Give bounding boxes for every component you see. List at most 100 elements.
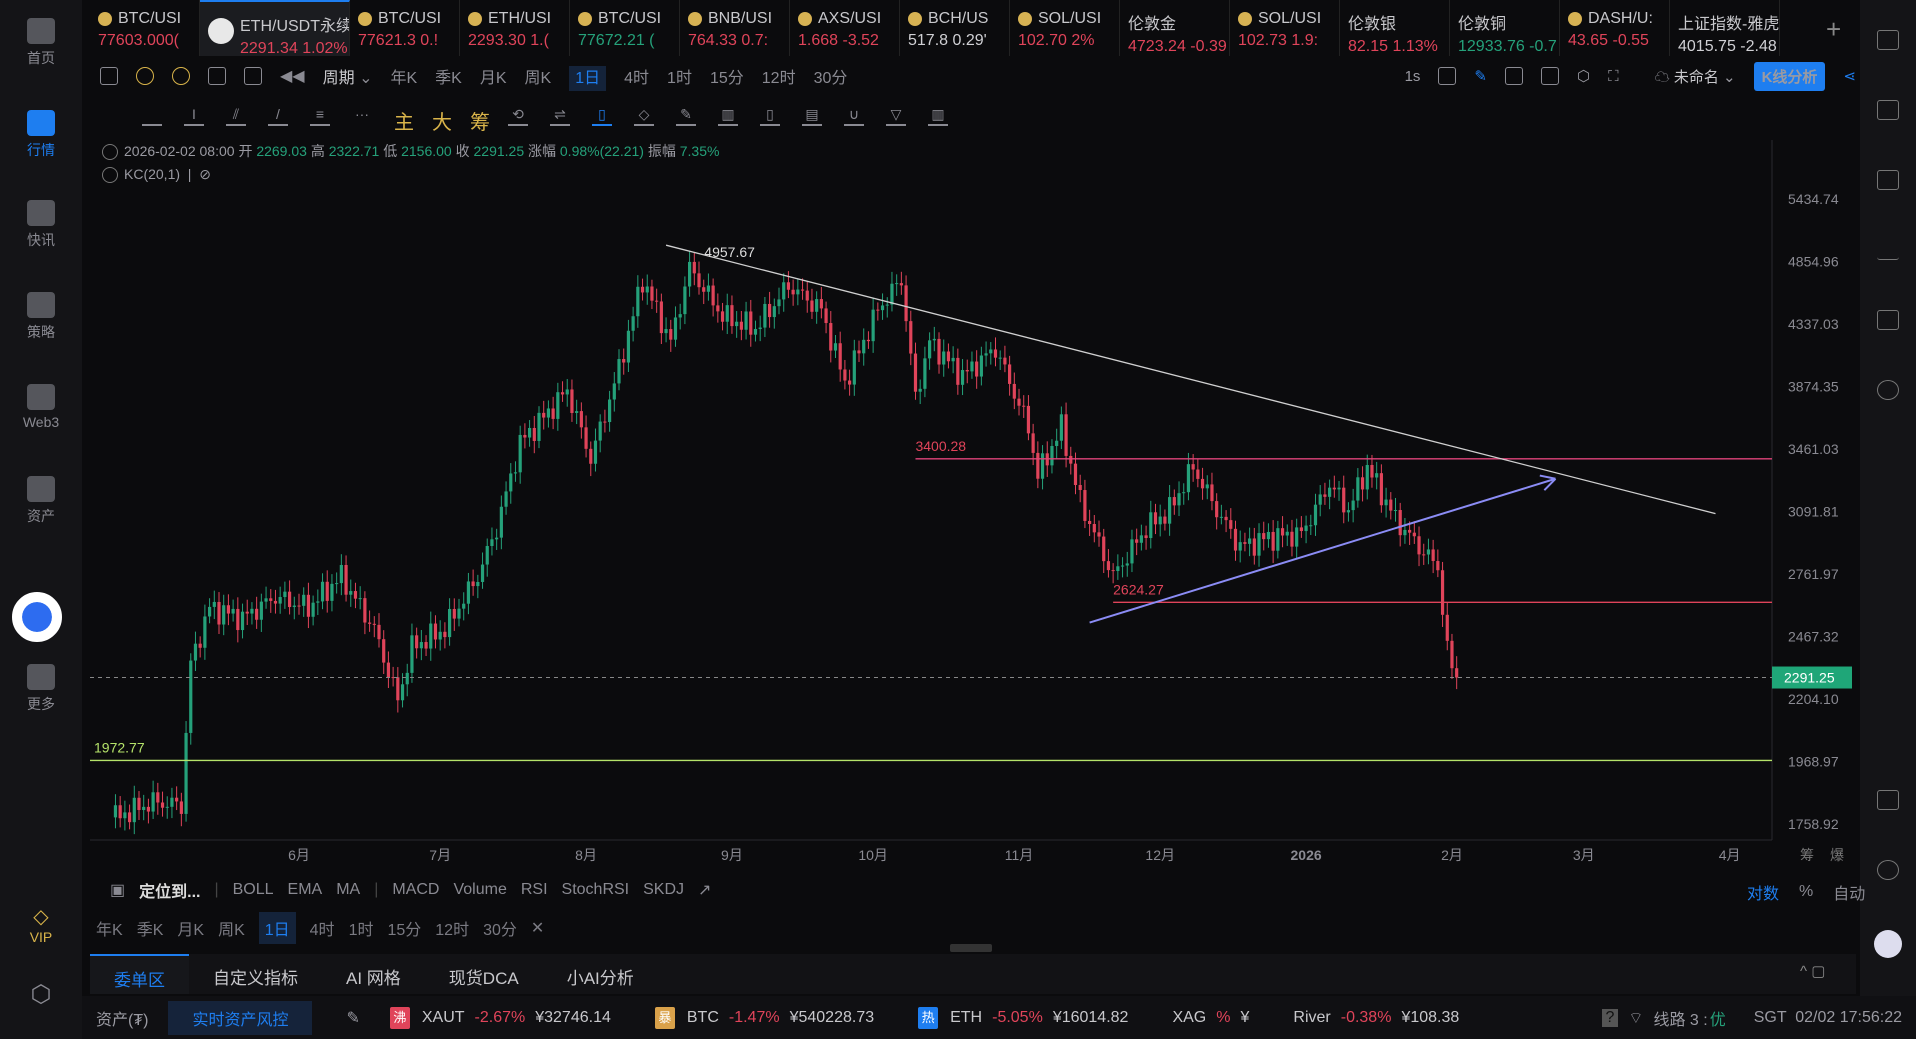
replace-icon[interactable]: ⟲ bbox=[508, 106, 528, 126]
note-icon[interactable]: ▤ bbox=[802, 106, 822, 126]
period-30分[interactable]: 30分 bbox=[483, 922, 517, 939]
panel-layout-icon[interactable] bbox=[1877, 790, 1899, 810]
document-icon[interactable] bbox=[1877, 100, 1899, 120]
trend-line[interactable] bbox=[665, 244, 1716, 515]
pen-icon[interactable]: ✎ bbox=[1474, 68, 1487, 85]
fullscreen-icon[interactable]: ⛶ bbox=[1608, 67, 1619, 85]
floating-assistant-icon[interactable] bbox=[12, 592, 62, 642]
sidebar-item-4[interactable]: Web3 bbox=[0, 384, 82, 430]
period-季K[interactable]: 季K bbox=[435, 70, 462, 87]
ticker-tab[interactable]: 伦敦银 82.15 1.13% bbox=[1340, 0, 1450, 56]
trend-line[interactable] bbox=[1089, 477, 1556, 624]
layout-name-dropdown[interactable]: ☁ 未命名 ⌄ bbox=[1654, 68, 1736, 86]
ticker-tab[interactable]: BTC/USI 77603.000( bbox=[90, 0, 200, 56]
period-1日[interactable]: 1日 bbox=[258, 912, 296, 944]
kline-analysis-button[interactable]: K线分析 bbox=[1753, 61, 1826, 91]
bottom-tab[interactable]: AI 网格 bbox=[346, 969, 401, 988]
bookmark-icon[interactable]: ▯ bbox=[592, 106, 612, 126]
chip-distribution-button[interactable]: 筹 bbox=[470, 112, 490, 134]
status-asset-item[interactable]: 沸 XAUT -2.67% ¥32746.14 bbox=[370, 1006, 611, 1029]
robot-assistant-icon[interactable] bbox=[1874, 930, 1902, 958]
vip-button[interactable]: ◇ VIP bbox=[0, 904, 82, 945]
period-4时[interactable]: 4时 bbox=[624, 70, 650, 87]
sub-indicator-stochrsi[interactable]: StochRSI bbox=[561, 881, 630, 898]
period-季K[interactable]: 季K bbox=[136, 922, 164, 939]
log-scale-button[interactable]: 对数 bbox=[1747, 886, 1780, 903]
ticker-tab[interactable]: BNB/USI 764.33 0.7: bbox=[680, 0, 790, 56]
ticker-tab[interactable]: 伦敦铜 12933.76 -0.7 bbox=[1450, 0, 1560, 56]
calendar-check-icon[interactable]: ▣ bbox=[110, 882, 126, 899]
ticker-tab[interactable]: SOL/USI 102.73 1.9: bbox=[1230, 0, 1340, 56]
collapse-panel-icon[interactable]: ^ ▢ bbox=[1800, 963, 1826, 980]
eraser-icon[interactable]: ◇ bbox=[634, 106, 654, 126]
monitor-icon[interactable] bbox=[1877, 310, 1899, 330]
add-window-icon[interactable] bbox=[1505, 67, 1523, 85]
period-12时[interactable]: 12时 bbox=[761, 70, 796, 87]
ruler-icon[interactable] bbox=[142, 106, 162, 126]
resize-handle[interactable] bbox=[950, 944, 992, 952]
period-年K[interactable]: 年K bbox=[96, 922, 123, 939]
ticker-tab[interactable]: AXS/USI 1.668 -3.52 bbox=[790, 0, 900, 56]
bottom-tab[interactable]: 现货DCA bbox=[448, 969, 519, 988]
help-icon[interactable]: ? bbox=[1601, 1008, 1619, 1027]
main-indicator-boll[interactable]: BOLL bbox=[232, 881, 274, 898]
brush-icon[interactable]: ✎ bbox=[676, 106, 696, 126]
sub-indicator-macd[interactable]: MACD bbox=[392, 881, 440, 898]
settings-icon[interactable]: ⬡ bbox=[1577, 68, 1591, 85]
trend-icon[interactable] bbox=[1877, 240, 1899, 260]
candles-icon[interactable]: ▥ bbox=[718, 106, 738, 126]
sidebar-item-6[interactable]: 更多 bbox=[0, 664, 82, 714]
edit-icon[interactable]: ✎ bbox=[346, 1009, 360, 1027]
fib-icon[interactable]: ≡ bbox=[310, 106, 330, 126]
dollar-icon[interactable] bbox=[1877, 170, 1899, 190]
trend-line-icon[interactable]: / bbox=[268, 106, 288, 126]
status-asset-item[interactable]: 暴 BTC -1.47% ¥540228.73 bbox=[635, 1006, 874, 1029]
magnet-icon[interactable]: ∪ bbox=[844, 106, 864, 126]
exchange-icon[interactable] bbox=[1877, 380, 1899, 400]
flash-icon[interactable] bbox=[172, 67, 190, 85]
risk-control-button[interactable]: 实时资产风控 bbox=[168, 1000, 313, 1035]
hide-icon[interactable]: ⊘ bbox=[199, 166, 211, 182]
ticker-tab[interactable]: ETH/USI 2293.30 1.( bbox=[460, 0, 570, 56]
close-period-bar-icon[interactable]: ✕ bbox=[530, 920, 545, 937]
period-4时[interactable]: 4时 bbox=[309, 922, 335, 939]
edit-indicators-icon[interactable]: ↗ bbox=[698, 882, 712, 899]
sidebar-item-2[interactable]: 快讯 bbox=[0, 200, 82, 250]
bottom-tab[interactable]: 委单区 bbox=[90, 954, 189, 994]
ticker-tab[interactable]: BTC/USI 77621.3 0.! bbox=[350, 0, 460, 56]
period-15分[interactable]: 15分 bbox=[387, 922, 422, 939]
ticker-tab[interactable]: SOL/USI 102.70 2% bbox=[1010, 0, 1120, 56]
period-15分[interactable]: 15分 bbox=[709, 70, 744, 87]
sub-indicator-skdj[interactable]: SKDJ bbox=[643, 881, 685, 898]
layout-icon[interactable] bbox=[244, 67, 262, 85]
sub-indicator-rsi[interactable]: RSI bbox=[520, 881, 548, 898]
chart-type-icon[interactable] bbox=[100, 67, 118, 85]
parallel-line-icon[interactable]: ⫽ bbox=[226, 106, 246, 126]
filter-icon[interactable]: ▽ bbox=[886, 106, 906, 126]
ticker-tab[interactable]: 上证指数-雅虎 4015.75 -2.48 bbox=[1670, 0, 1780, 56]
share-icon[interactable]: ⋖ bbox=[1843, 68, 1856, 85]
text-tool-icon[interactable]: I bbox=[184, 106, 204, 126]
auto-scale-button[interactable]: 自动 bbox=[1833, 886, 1866, 903]
calendar-icon[interactable] bbox=[208, 67, 226, 85]
ticker-tab[interactable]: BCH/US 517.8 0.29' bbox=[900, 0, 1010, 56]
bottom-tab[interactable]: 小AI分析 bbox=[566, 969, 634, 988]
clipboard-icon[interactable]: ▯ bbox=[760, 106, 780, 126]
big-chip-button[interactable]: 大 bbox=[432, 112, 452, 134]
settings-icon[interactable]: ⬡ bbox=[30, 981, 52, 1008]
period-dropdown[interactable]: 周期 ⌄ bbox=[322, 70, 373, 87]
status-asset-item[interactable]: River -0.38% ¥108.38 bbox=[1293, 1009, 1459, 1026]
period-30分[interactable]: 30分 bbox=[813, 70, 848, 87]
ticker-tab[interactable]: 伦敦金 4723.24 -0.39 bbox=[1120, 0, 1230, 56]
status-asset-item[interactable]: XAG% ¥ bbox=[1172, 1009, 1249, 1026]
collapse-icon[interactable] bbox=[102, 144, 118, 161]
trash-icon[interactable]: ▥ bbox=[928, 106, 948, 126]
indicator-icon[interactable] bbox=[136, 67, 154, 85]
period-月K[interactable]: 月K bbox=[479, 70, 507, 87]
camera-icon[interactable] bbox=[1438, 67, 1457, 85]
period-1时[interactable]: 1时 bbox=[348, 922, 374, 939]
qr-icon[interactable] bbox=[1541, 67, 1559, 85]
sidebar-item-5[interactable]: 资产 bbox=[0, 476, 82, 526]
collapse-icon[interactable] bbox=[102, 167, 118, 184]
main-indicator-ma[interactable]: MA bbox=[336, 881, 361, 898]
